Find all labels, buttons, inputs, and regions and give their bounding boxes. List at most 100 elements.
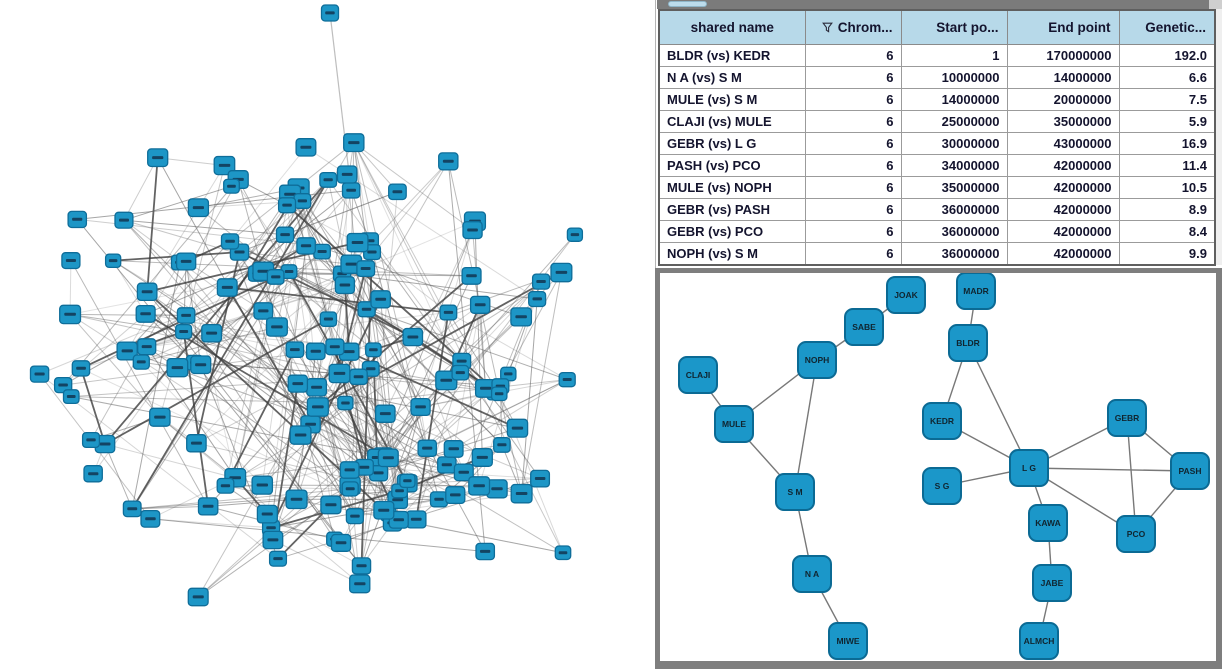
network-node[interactable]: [289, 425, 312, 445]
network-node[interactable]: [67, 210, 88, 229]
table-cell[interactable]: GEBR (vs) PASH: [658, 198, 806, 221]
network-node[interactable]: [554, 545, 572, 561]
network-node[interactable]: [61, 252, 81, 270]
column-header-shared-name[interactable]: shared name: [658, 9, 806, 45]
table-cell[interactable]: 6: [804, 88, 902, 111]
table-cell[interactable]: 10000000: [900, 66, 1008, 89]
network-node[interactable]: [132, 354, 150, 370]
network-node-MULE[interactable]: MULE: [714, 405, 754, 443]
table-row[interactable]: N A (vs) S M 6 10000000 14000000 6.6: [658, 66, 1216, 89]
table-cell[interactable]: MULE (vs) NOPH: [658, 176, 806, 199]
network-node[interactable]: [451, 364, 470, 381]
table-cell[interactable]: 20000000: [1006, 88, 1120, 111]
table-cell[interactable]: 6.6: [1118, 66, 1216, 89]
network-node[interactable]: [429, 491, 449, 508]
network-node[interactable]: [341, 481, 359, 497]
network-node[interactable]: [293, 193, 312, 209]
network-node[interactable]: [406, 510, 427, 529]
network-node[interactable]: [53, 376, 73, 394]
network-node[interactable]: [176, 307, 196, 324]
network-node[interactable]: [186, 434, 207, 453]
network-edge-LG-PASH[interactable]: [1028, 467, 1191, 472]
table-row[interactable]: GEBR (vs) PCO 6 36000000 42000000 8.4: [658, 220, 1216, 243]
table-cell[interactable]: GEBR (vs) PCO: [658, 220, 806, 243]
network-node[interactable]: [277, 197, 297, 214]
network-node[interactable]: [341, 182, 361, 199]
table-row[interactable]: MULE (vs) NOPH 6 35000000 42000000 10.5: [658, 176, 1216, 199]
table-cell[interactable]: 6: [804, 176, 902, 199]
network-node[interactable]: [137, 338, 157, 356]
table-cell[interactable]: 35000000: [900, 176, 1008, 199]
table-cell[interactable]: 42000000: [1006, 242, 1120, 266]
table-cell[interactable]: 6: [804, 220, 902, 243]
network-node-KAWA[interactable]: KAWA: [1028, 504, 1068, 542]
table-cell[interactable]: 14000000: [900, 88, 1008, 111]
table-cell[interactable]: 42000000: [1006, 198, 1120, 221]
table-cell[interactable]: 6: [804, 198, 902, 221]
network-node[interactable]: [135, 304, 156, 323]
network-node[interactable]: [345, 508, 364, 525]
network-node[interactable]: [287, 374, 309, 393]
table-cell[interactable]: 6: [804, 132, 902, 155]
network-node[interactable]: [377, 448, 399, 468]
network-node[interactable]: [83, 465, 103, 483]
network-node[interactable]: [166, 357, 189, 378]
network-node-NOPH[interactable]: NOPH: [797, 341, 837, 379]
table-cell[interactable]: CLAJI (vs) MULE: [658, 110, 806, 133]
column-header-end-point[interactable]: End point: [1006, 9, 1120, 45]
network-node[interactable]: [262, 530, 284, 550]
network-node[interactable]: [325, 338, 345, 356]
table-cell[interactable]: 30000000: [900, 132, 1008, 155]
network-node-CLAJI[interactable]: CLAJI: [678, 356, 718, 394]
network-node[interactable]: [531, 273, 551, 290]
network-node[interactable]: [334, 276, 356, 295]
table-cell[interactable]: 5.9: [1118, 110, 1216, 133]
network-node[interactable]: [104, 253, 122, 269]
network-node[interactable]: [201, 323, 223, 343]
table-cell[interactable]: 42000000: [1006, 154, 1120, 177]
column-header-genetic[interactable]: Genetic...: [1118, 9, 1216, 45]
network-node-NA[interactable]: N A: [792, 555, 832, 593]
network-node[interactable]: [445, 486, 466, 505]
network-node-JOAK[interactable]: JOAK: [886, 276, 926, 314]
network-node[interactable]: [374, 404, 396, 423]
table-cell[interactable]: 1: [900, 44, 1008, 67]
network-node[interactable]: [213, 155, 236, 176]
network-node[interactable]: [29, 365, 50, 383]
network-node[interactable]: [251, 475, 274, 495]
network-node[interactable]: [528, 290, 547, 308]
network-node[interactable]: [253, 302, 274, 320]
network-node[interactable]: [71, 360, 91, 377]
network-node[interactable]: [550, 262, 573, 283]
network-node[interactable]: [140, 509, 161, 528]
table-cell[interactable]: 192.0: [1118, 44, 1216, 67]
network-node-JABE[interactable]: JABE: [1032, 564, 1072, 602]
network-edge-BLDR-LG[interactable]: [967, 342, 1030, 469]
network-node[interactable]: [469, 295, 491, 314]
network-node[interactable]: [336, 165, 358, 184]
network-edge-NOPH-SM[interactable]: [794, 359, 818, 493]
network-node[interactable]: [558, 371, 576, 388]
table-cell[interactable]: 6: [804, 44, 902, 67]
mini-network-canvas[interactable]: JOAK SABE NOPH CLAJI MULE S M N A MIWE MADR BLDR K…: [660, 273, 1216, 661]
network-node[interactable]: [462, 221, 483, 240]
network-node[interactable]: [223, 178, 240, 194]
network-node[interactable]: [410, 397, 431, 417]
network-node[interactable]: [62, 389, 80, 405]
table-row[interactable]: GEBR (vs) L G 6 30000000 43000000 16.9: [658, 132, 1216, 155]
network-node[interactable]: [306, 397, 329, 417]
network-node[interactable]: [216, 278, 238, 297]
table-cell[interactable]: 8.4: [1118, 220, 1216, 243]
table-cell[interactable]: 43000000: [1006, 132, 1120, 155]
network-node[interactable]: [256, 504, 278, 524]
network-node[interactable]: [351, 557, 372, 575]
network-node[interactable]: [475, 542, 496, 561]
network-node[interactable]: [349, 574, 371, 594]
network-node[interactable]: [349, 368, 368, 386]
network-node-MIWE[interactable]: MIWE: [828, 622, 868, 660]
network-node[interactable]: [220, 233, 240, 250]
table-row[interactable]: GEBR (vs) PASH 6 36000000 42000000 8.9: [658, 198, 1216, 221]
network-node-PCO[interactable]: PCO: [1116, 515, 1156, 553]
network-node[interactable]: [285, 341, 305, 358]
table-cell[interactable]: PASH (vs) PCO: [658, 154, 806, 177]
